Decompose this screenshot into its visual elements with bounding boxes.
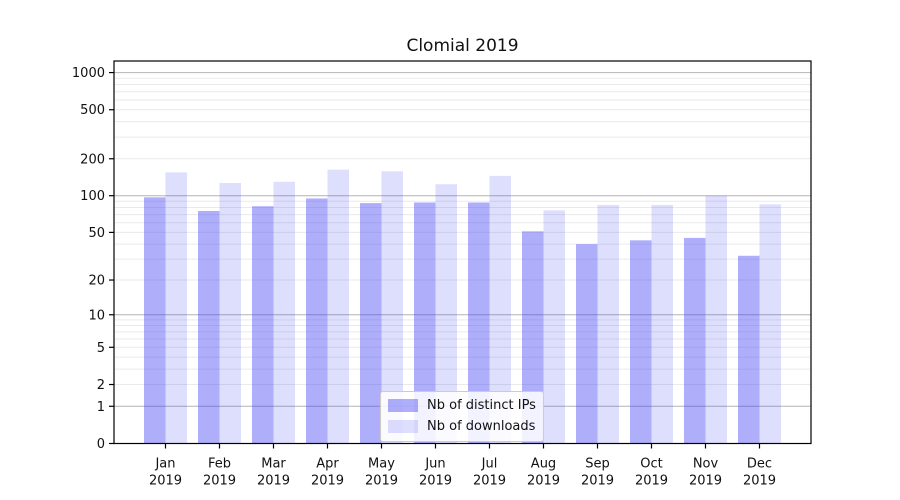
chart-title: Clomial 2019 bbox=[406, 36, 519, 56]
x-tick-label-month: Mar bbox=[261, 457, 286, 472]
x-tick-label-year: 2019 bbox=[311, 474, 344, 489]
x-tick-label-year: 2019 bbox=[257, 474, 290, 489]
bar-downloads-feb bbox=[219, 182, 241, 444]
x-tick-label-year: 2019 bbox=[419, 474, 452, 489]
legend-item-distinct-ips: Nb of distinct IPs bbox=[388, 398, 536, 413]
x-tick-label-year: 2019 bbox=[581, 474, 614, 489]
y-tick-label: 0 bbox=[97, 437, 105, 452]
legend-label-distinct-ips: Nb of distinct IPs bbox=[427, 398, 536, 413]
x-tick-label-year: 2019 bbox=[527, 474, 560, 489]
bar-distinct-ips-may bbox=[360, 203, 382, 444]
legend: Nb of distinct IPs Nb of downloads bbox=[380, 391, 544, 442]
bar-distinct-ips-feb bbox=[198, 210, 220, 444]
x-tick-label-month: Oct bbox=[640, 457, 662, 472]
bar-distinct-ips-nov bbox=[684, 237, 706, 444]
y-tick-label: 10 bbox=[88, 308, 105, 323]
x-tick-label-month: Apr bbox=[316, 457, 339, 472]
x-tick-label-month: Aug bbox=[531, 457, 556, 472]
bar-downloads-dec bbox=[759, 204, 781, 444]
x-tick-label-month: Sep bbox=[585, 457, 610, 472]
x-tick-label-year: 2019 bbox=[689, 474, 722, 489]
x-tick-label-year: 2019 bbox=[743, 474, 776, 489]
bar-downloads-mar bbox=[273, 181, 295, 444]
axes-spines bbox=[113, 60, 812, 445]
bar-distinct-ips-dec bbox=[738, 255, 760, 444]
x-tick-label-month: Jun bbox=[424, 457, 445, 472]
x-tick-label-month: May bbox=[368, 457, 395, 472]
bar-downloads-jun bbox=[435, 184, 457, 444]
bar-downloads-sep bbox=[597, 204, 619, 444]
bar-downloads-may bbox=[381, 171, 403, 444]
bar-downloads-apr bbox=[327, 169, 349, 444]
x-tick-label-month: Jul bbox=[481, 457, 498, 472]
bar-distinct-ips-jul bbox=[468, 202, 490, 444]
bar-distinct-ips-oct bbox=[630, 240, 652, 444]
x-tick-label-year: 2019 bbox=[365, 474, 398, 489]
y-tick-label: 5 bbox=[97, 341, 105, 356]
y-tick-label: 20 bbox=[88, 274, 105, 289]
x-tick-label-month: Jan bbox=[154, 457, 175, 472]
y-tick-label: 1000 bbox=[72, 66, 105, 81]
bar-distinct-ips-jan bbox=[144, 197, 166, 444]
bar-distinct-ips-mar bbox=[252, 206, 274, 444]
y-tick-label: 500 bbox=[80, 103, 105, 118]
x-tick-label-year: 2019 bbox=[203, 474, 236, 489]
bar-distinct-ips-aug bbox=[522, 231, 544, 444]
bar-downloads-aug bbox=[543, 210, 565, 444]
x-tick-label-year: 2019 bbox=[149, 474, 182, 489]
bar-downloads-jan bbox=[165, 172, 187, 444]
legend-swatch-distinct-ips bbox=[388, 399, 418, 412]
bar-downloads-oct bbox=[651, 204, 673, 444]
bar-distinct-ips-jun bbox=[414, 202, 436, 444]
legend-label-downloads: Nb of downloads bbox=[427, 419, 536, 434]
bar-downloads-jul bbox=[489, 175, 511, 444]
bar-distinct-ips-apr bbox=[306, 198, 328, 444]
bar-distinct-ips-sep bbox=[576, 244, 598, 444]
y-tick-label: 100 bbox=[80, 189, 105, 204]
y-tick-label: 1 bbox=[97, 400, 105, 415]
x-tick-label-year: 2019 bbox=[635, 474, 668, 489]
legend-item-downloads: Nb of downloads bbox=[388, 419, 535, 434]
y-tick-label: 200 bbox=[80, 152, 105, 167]
x-tick-label-month: Feb bbox=[208, 457, 231, 472]
y-tick-label: 2 bbox=[97, 378, 105, 393]
x-tick-label-month: Dec bbox=[747, 457, 772, 472]
x-tick-label-month: Nov bbox=[693, 457, 719, 472]
x-tick-label-year: 2019 bbox=[473, 474, 506, 489]
legend-swatch-downloads bbox=[388, 420, 418, 433]
bar-downloads-nov bbox=[705, 195, 727, 444]
y-tick-label: 50 bbox=[88, 226, 105, 241]
